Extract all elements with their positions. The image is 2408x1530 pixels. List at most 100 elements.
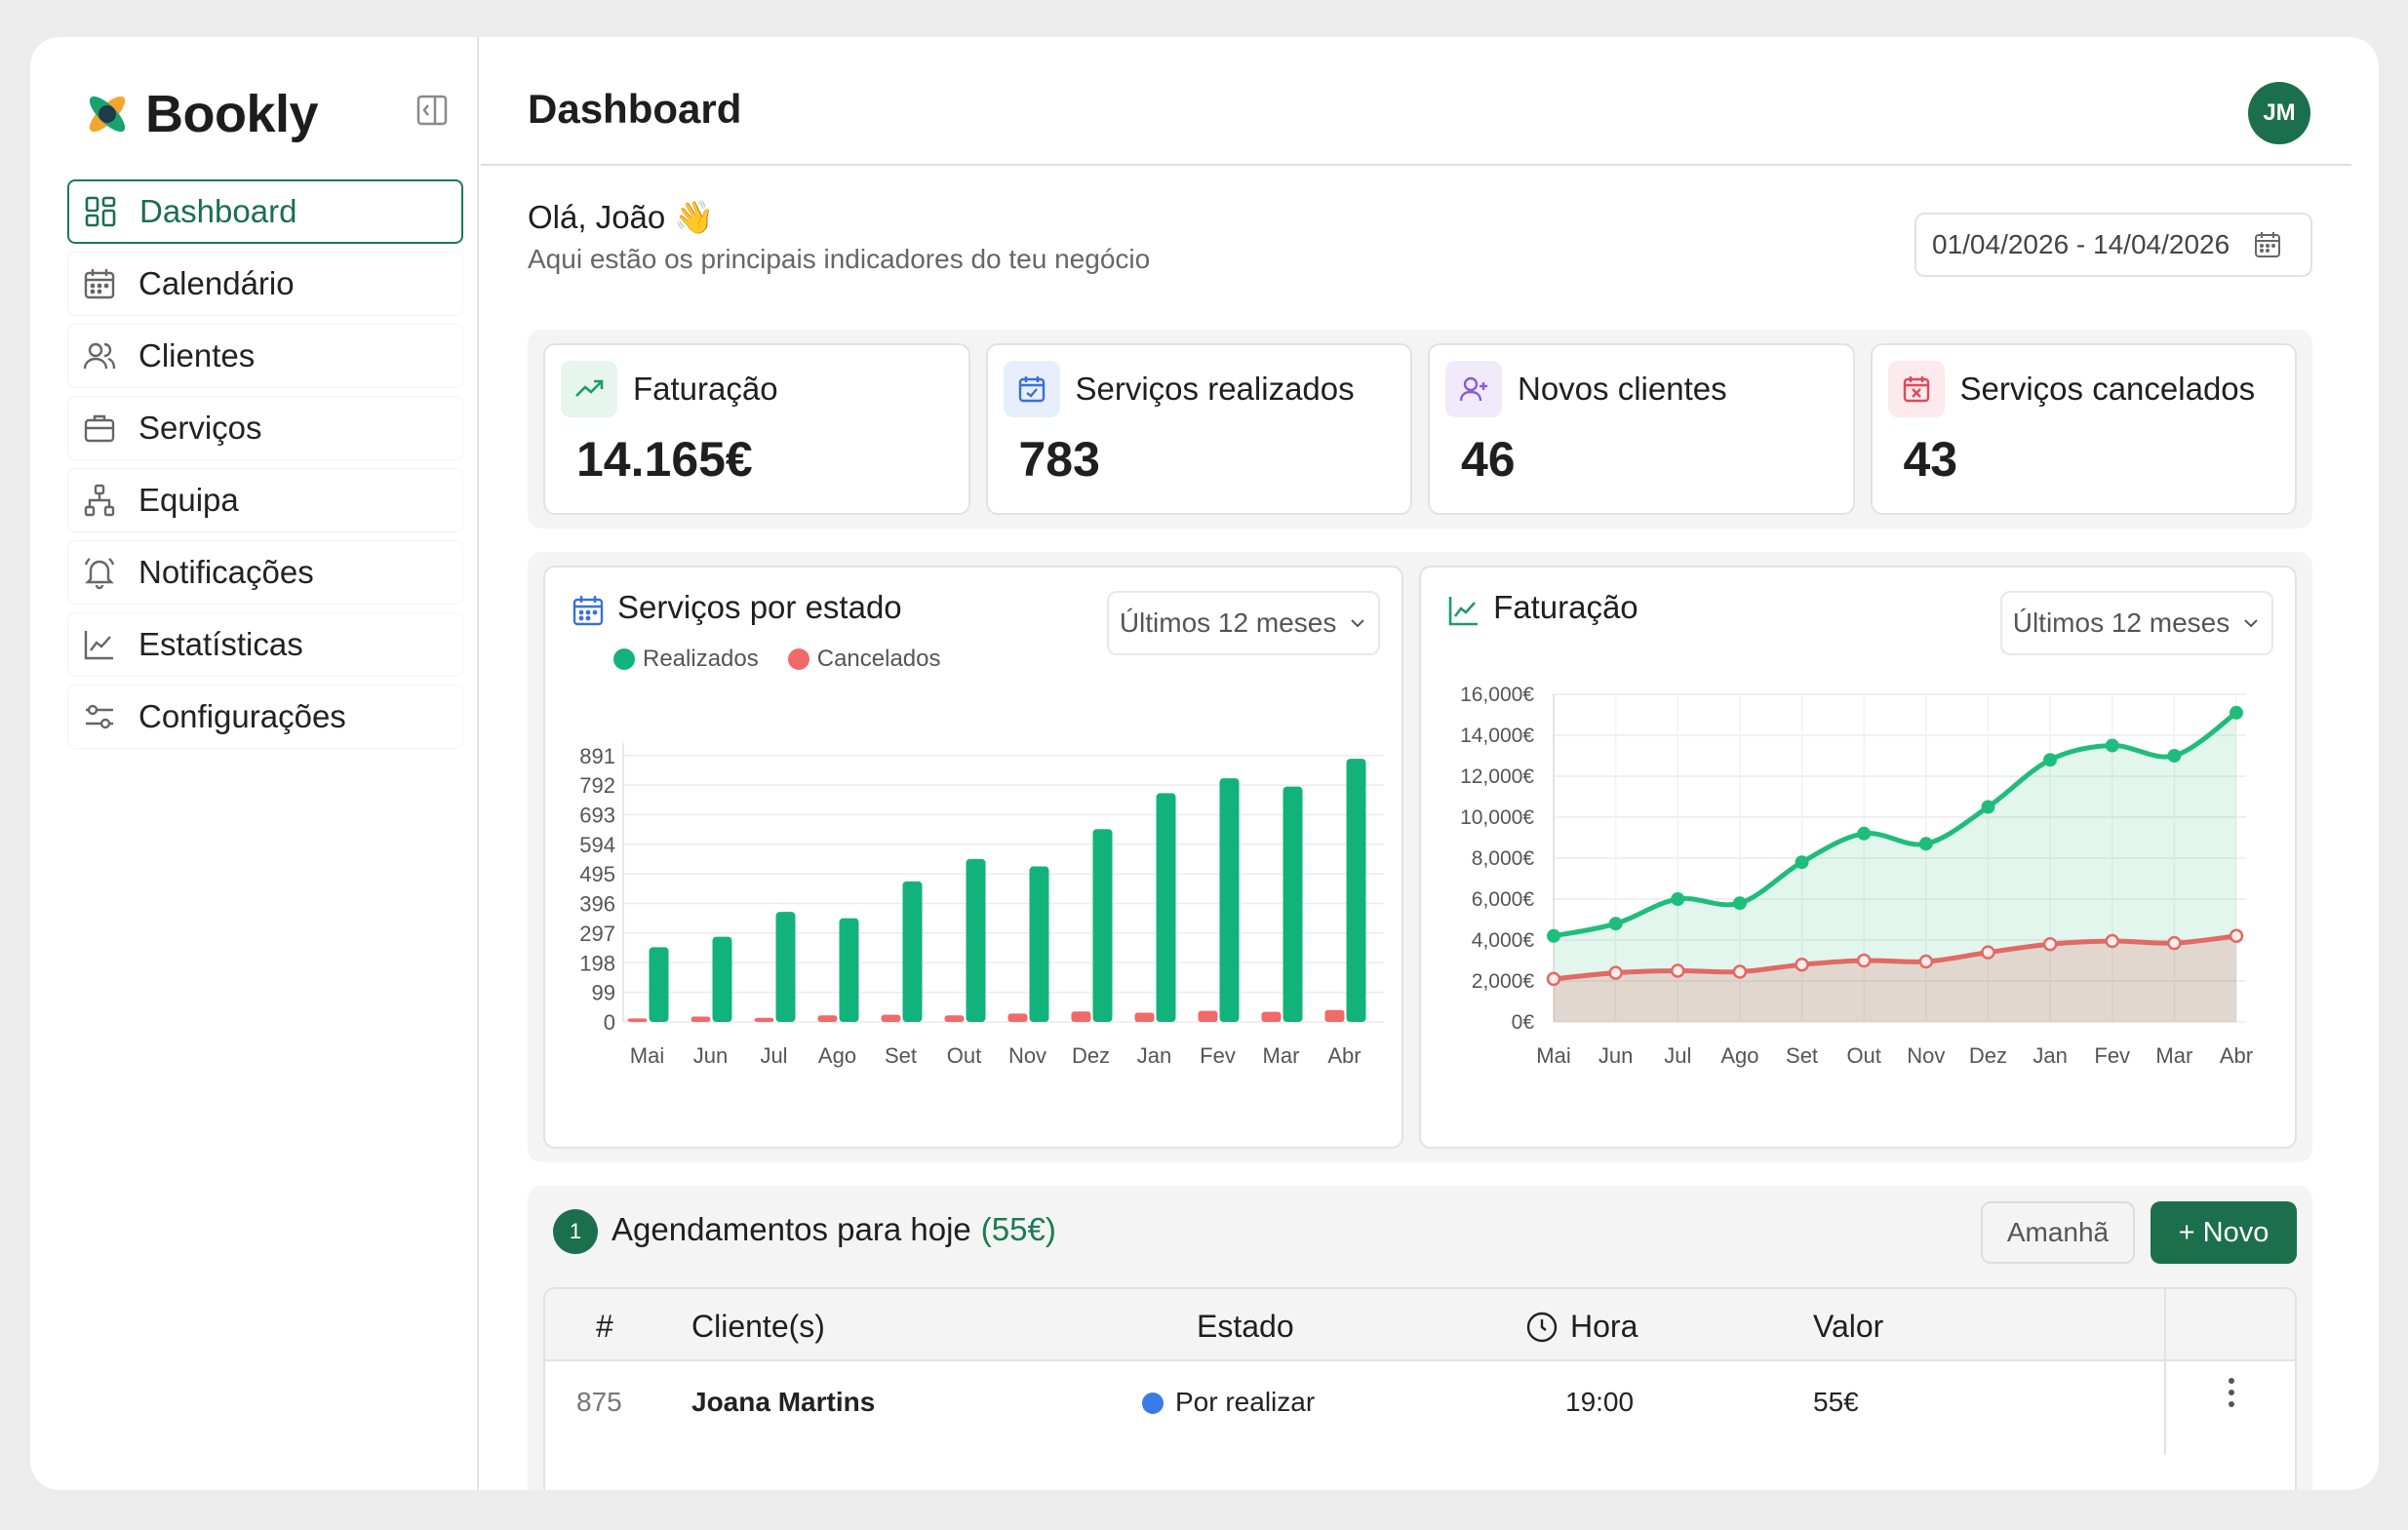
appointments-title: Agendamentos para hoje (55€) [612, 1211, 1056, 1247]
y-tick-label: 495 [579, 862, 615, 886]
brand[interactable]: Bookly [79, 84, 319, 144]
sidebar-item-notificacoes[interactable]: Notificações [67, 540, 463, 605]
chart-line-icon [1448, 597, 1479, 626]
data-point [1918, 837, 1933, 851]
cell-client[interactable]: Joana Martins [691, 1387, 876, 1417]
x-tick-label: Jul [760, 1043, 787, 1068]
data-point [1981, 945, 1995, 960]
data-point [1918, 954, 1934, 969]
column-header-status[interactable]: Estado [1197, 1309, 1294, 1344]
data-point [1608, 965, 1623, 980]
y-tick-label: 2,000€ [1472, 970, 1535, 993]
x-tick-label: Abr [2220, 1043, 2253, 1068]
kpi-icon-bg [561, 361, 617, 417]
data-point [2105, 738, 2119, 753]
y-tick-label: 396 [579, 892, 615, 917]
kpi-section: Faturação 14.165€ Serviços realizados 78… [528, 330, 2312, 529]
greeting-title: Olá, João 👋 [528, 199, 715, 235]
x-tick-label: Ago [1720, 1043, 1758, 1068]
sidebar-item-calendario[interactable]: Calendário [67, 252, 463, 316]
greeting-subtitle: Aqui estão os principais indicadores do … [528, 244, 1151, 274]
sliders-icon [86, 704, 113, 729]
kpi-icon-bg [1445, 361, 1502, 417]
trend-up-icon [575, 379, 604, 397]
x-tick-label: Jul [1664, 1043, 1691, 1068]
revenue-area-chart: 0€ 2,000€ 4,000€ 6,000€ 8,000€ 10,000€ 12,000€… [1460, 684, 2253, 1068]
status-dot [1142, 1393, 1164, 1414]
table-header: # Cliente(s) Estado Hora Valor [545, 1289, 2295, 1361]
column-header-value[interactable]: Valor [1813, 1309, 1884, 1344]
calendar-check-icon [1018, 376, 1045, 403]
briefcase-icon [84, 414, 115, 443]
y-tick-label: 0 [604, 1010, 615, 1035]
data-point [1671, 892, 1685, 906]
legend-item-cancelados[interactable]: Cancelados [787, 646, 940, 673]
bar-realizados [1346, 759, 1366, 1022]
data-point [2167, 935, 2182, 951]
data-point [2043, 753, 2058, 767]
y-tick-label: 792 [579, 773, 615, 798]
bar-cancelados [817, 1015, 838, 1022]
x-tick-label: Mai [630, 1043, 664, 1068]
kpi-label: Faturação [633, 371, 778, 407]
x-tick-label: Dez [1072, 1043, 1110, 1068]
bar-realizados [839, 918, 859, 1022]
data-point [2105, 933, 2120, 949]
period-select[interactable]: Últimos 12 meses [1107, 591, 1381, 655]
tomorrow-button[interactable]: Amanhã [1981, 1201, 2135, 1264]
data-point [1608, 917, 1623, 931]
sidebar-item-label: Notificações [138, 554, 314, 590]
collapse-sidebar-icon[interactable] [415, 94, 449, 127]
period-select[interactable]: Últimos 12 meses [2000, 591, 2273, 655]
y-tick-label: 10,000€ [1460, 806, 1534, 829]
data-point [1671, 963, 1685, 978]
column-header-time[interactable]: Hora [1525, 1309, 1638, 1345]
data-point [1547, 928, 1561, 943]
new-appointment-button[interactable]: + Novo [2151, 1201, 2297, 1264]
row-more-icon[interactable] [2227, 1375, 2236, 1417]
series-area [1554, 935, 2237, 1022]
bar-realizados [1029, 866, 1049, 1022]
data-point [2230, 705, 2244, 720]
app-window: Bookly Dashboard Calendário Clientes Se [30, 37, 2379, 1490]
sidebar-item-equipa[interactable]: Equipa [67, 468, 463, 532]
bar-cancelados [691, 1016, 711, 1022]
sidebar-item-configuracoes[interactable]: Configurações [67, 685, 463, 749]
column-header-id[interactable]: # [596, 1309, 613, 1344]
kpi-card-servicos-realizados: Serviços realizados 783 [985, 343, 1412, 515]
x-tick-label: Set [1786, 1043, 1818, 1068]
x-tick-label: Nov [1907, 1043, 1945, 1068]
appointments-section: 1 Agendamentos para hoje (55€) Amanhã + N… [528, 1186, 2312, 1490]
bar-cancelados [1134, 1012, 1155, 1022]
kpi-icon-bg [1003, 361, 1060, 417]
data-point [1857, 826, 1872, 841]
avatar[interactable]: JM [2248, 82, 2310, 144]
kpi-label: Novos clientes [1518, 371, 1727, 407]
data-point [1732, 964, 1748, 979]
y-tick-label: 16,000€ [1460, 684, 1534, 706]
sidebar-item-servicos[interactable]: Serviços [67, 396, 463, 460]
data-point [1795, 855, 1809, 870]
services-by-status-card: Serviços por estado Últimos 12 meses Rea… [543, 566, 1404, 1149]
team-icon [84, 484, 115, 517]
x-tick-label: Mar [1263, 1043, 1300, 1068]
appointments-total: (55€) [980, 1211, 1056, 1247]
sidebar-item-label: Dashboard [139, 193, 297, 229]
bar-realizados [712, 936, 732, 1022]
sidebar-item-label: Equipa [138, 482, 239, 518]
period-select-value: Últimos 12 meses [2012, 608, 2230, 638]
data-point [2042, 936, 2058, 952]
y-tick-label: 14,000€ [1460, 725, 1534, 747]
sidebar-item-dashboard[interactable]: Dashboard [67, 179, 463, 244]
y-tick-label: 0€ [1512, 1011, 1535, 1034]
legend-item-realizados[interactable]: Realizados [613, 646, 759, 673]
date-range-picker[interactable]: 01/04/2026 - 14/04/2026 [1915, 213, 2312, 277]
bar-cancelados [1324, 1009, 1345, 1022]
column-header-clients[interactable]: Cliente(s) [691, 1309, 825, 1344]
y-tick-label: 8,000€ [1472, 847, 1535, 870]
sidebar-item-clientes[interactable]: Clientes [67, 324, 463, 388]
bar-realizados [966, 858, 986, 1022]
kpi-value: 783 [1018, 432, 1100, 487]
sidebar-item-estatisticas[interactable]: Estatísticas [67, 612, 463, 677]
y-tick-label: 297 [579, 922, 615, 946]
